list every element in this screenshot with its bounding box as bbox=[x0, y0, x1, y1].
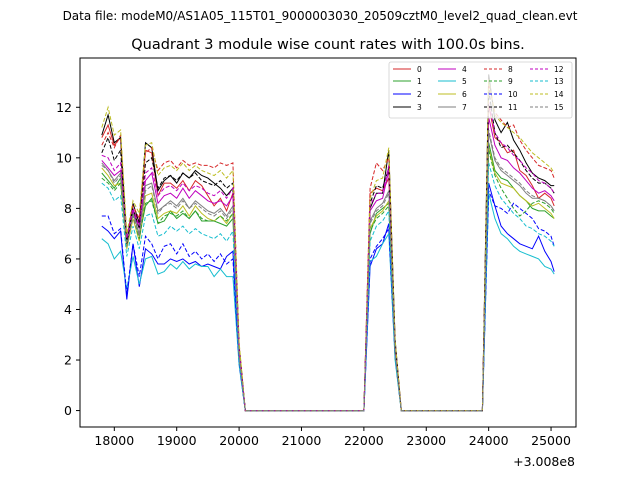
legend-item-2: 2 bbox=[393, 90, 422, 99]
legend-label: 10 bbox=[508, 90, 518, 99]
legend-item-1: 1 bbox=[393, 77, 422, 86]
legend-item-11: 11 bbox=[484, 103, 518, 112]
y-tick-label: 6 bbox=[64, 251, 72, 266]
legend-item-15: 15 bbox=[530, 103, 564, 112]
y-tick-label: 0 bbox=[64, 403, 72, 418]
legend-item-6: 6 bbox=[438, 90, 467, 99]
chart-title: Quadrant 3 module wise count rates with … bbox=[131, 37, 525, 53]
legend-label: 4 bbox=[462, 65, 467, 74]
y-tick-label: 10 bbox=[56, 150, 72, 165]
y-tick-label: 12 bbox=[56, 100, 72, 115]
plot-lines bbox=[101, 74, 555, 412]
legend-label: 11 bbox=[508, 103, 518, 112]
x-tick-label: 25000 bbox=[531, 433, 571, 448]
x-tick-label: 21000 bbox=[282, 433, 322, 448]
y-axis: 0 2 4 6 8 10 12 bbox=[56, 100, 80, 418]
legend-item-10: 10 bbox=[484, 90, 518, 99]
legend-label: 1 bbox=[417, 77, 422, 86]
x-tick-label: 19000 bbox=[157, 433, 197, 448]
legend-label: 5 bbox=[462, 77, 467, 86]
legend-label: 15 bbox=[554, 103, 564, 112]
legend-label: 8 bbox=[508, 65, 513, 74]
legend-label: 12 bbox=[554, 65, 564, 74]
legend-label: 9 bbox=[508, 77, 513, 86]
y-tick-label: 2 bbox=[64, 353, 72, 368]
legend-item-13: 13 bbox=[530, 77, 564, 86]
legend-item-4: 4 bbox=[438, 65, 467, 74]
series-line-14 bbox=[101, 79, 555, 412]
x-tick-label: 20000 bbox=[219, 433, 259, 448]
legend-item-5: 5 bbox=[438, 77, 467, 86]
legend-item-0: 0 bbox=[393, 65, 422, 74]
legend-item-9: 9 bbox=[484, 77, 513, 86]
x-tick-label: 23000 bbox=[406, 433, 446, 448]
legend-label: 7 bbox=[462, 103, 467, 112]
legend-item-8: 8 bbox=[484, 65, 513, 74]
y-tick-label: 8 bbox=[64, 201, 72, 216]
legend-label: 14 bbox=[554, 90, 564, 99]
suptitle: Data file: modeM0/AS1A05_115T01_90000030… bbox=[63, 9, 578, 23]
legend-item-14: 14 bbox=[530, 90, 564, 99]
series-line-15 bbox=[101, 129, 555, 412]
legend-box bbox=[388, 61, 573, 119]
x-tick-label: 18000 bbox=[94, 433, 134, 448]
legend-item-12: 12 bbox=[530, 65, 564, 74]
legend-label: 13 bbox=[554, 77, 564, 86]
y-tick-label: 4 bbox=[64, 302, 72, 317]
x-offset-label: +3.008e8 bbox=[513, 454, 575, 469]
legend-label: 3 bbox=[417, 103, 422, 112]
legend-label: 6 bbox=[462, 90, 467, 99]
x-tick-label: 22000 bbox=[344, 433, 384, 448]
legend-label: 2 bbox=[417, 90, 422, 99]
legend-item-3: 3 bbox=[393, 103, 422, 112]
legend-item-7: 7 bbox=[438, 103, 467, 112]
x-tick-label: 24000 bbox=[469, 433, 509, 448]
plot-frame bbox=[79, 57, 577, 428]
legend-label: 0 bbox=[417, 65, 422, 74]
x-axis: 18000 19000 20000 21000 22000 23000 24000 25000 bbox=[94, 427, 571, 448]
